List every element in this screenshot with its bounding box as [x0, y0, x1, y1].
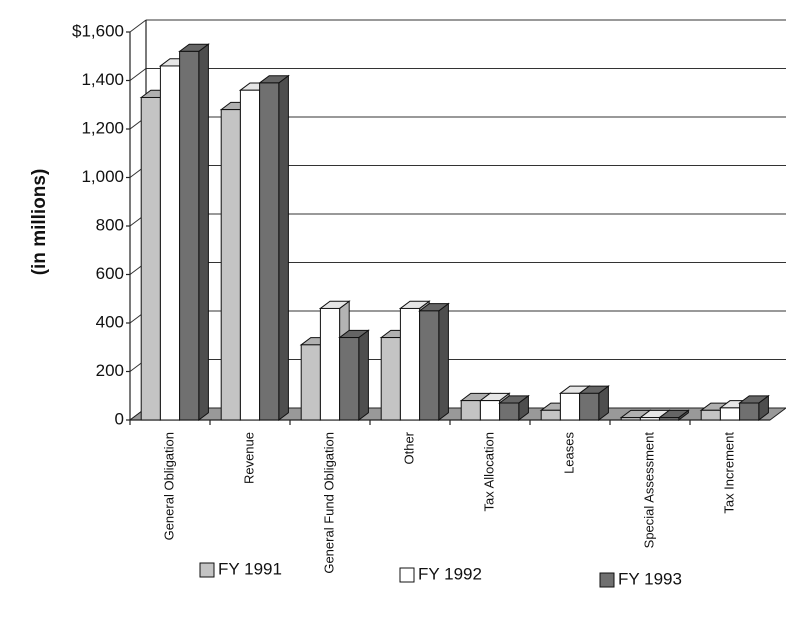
bar	[259, 82, 280, 421]
bar	[339, 337, 360, 421]
x-tick-label: Special Assessment	[641, 432, 656, 549]
y-tick-label: 200	[96, 361, 124, 380]
x-tick-label: General Fund Obligation	[321, 432, 336, 574]
bar	[739, 402, 760, 421]
bar	[319, 307, 341, 421]
y-tick-label: 1,400	[81, 70, 124, 89]
bar	[479, 400, 501, 421]
legend-swatch	[599, 572, 615, 588]
legend-swatch	[399, 567, 415, 583]
x-tick-label: General Obligation	[161, 432, 176, 540]
bar	[559, 392, 581, 421]
y-axis-label: (in millions)	[29, 169, 50, 276]
bar	[300, 344, 321, 421]
y-tick-label: $1,600	[72, 21, 124, 40]
bar-side	[438, 302, 449, 422]
legend-label: FY 1991	[218, 559, 282, 578]
y-tick-label: 1,000	[81, 167, 124, 186]
bar	[239, 89, 261, 421]
x-tick-label: Leases	[561, 432, 576, 474]
bar	[700, 409, 721, 421]
y-tick-label: 1,200	[81, 118, 124, 137]
bar	[499, 402, 520, 421]
grid-line-side	[129, 68, 147, 81]
x-tick-label: Other	[401, 431, 416, 464]
bar	[540, 409, 561, 421]
bar-side	[278, 74, 289, 422]
y-tick-label: 600	[96, 264, 124, 283]
legend-swatch	[199, 562, 215, 578]
bar	[399, 307, 421, 421]
bar-side	[358, 329, 369, 422]
bar	[460, 400, 481, 421]
bar	[620, 417, 641, 421]
y-tick-label: 800	[96, 215, 124, 234]
x-tick-label: Tax Increment	[721, 432, 736, 514]
bar	[419, 310, 440, 421]
legend-label: FY 1992	[418, 564, 482, 583]
bar	[719, 407, 741, 421]
bar	[220, 109, 241, 421]
bar	[380, 337, 401, 421]
legend-label: FY 1993	[618, 569, 682, 588]
bar	[179, 50, 200, 421]
y-tick-label: 400	[96, 312, 124, 331]
x-tick-label: Tax Allocation	[481, 432, 496, 512]
x-tick-label: Revenue	[241, 432, 256, 484]
bar	[140, 96, 161, 421]
y-tick-label: 0	[115, 409, 124, 428]
bar	[659, 417, 680, 421]
bar	[579, 392, 600, 421]
bar	[159, 65, 181, 421]
bar	[639, 417, 661, 421]
grid-line-side	[129, 19, 147, 33]
bar-side	[198, 43, 209, 422]
